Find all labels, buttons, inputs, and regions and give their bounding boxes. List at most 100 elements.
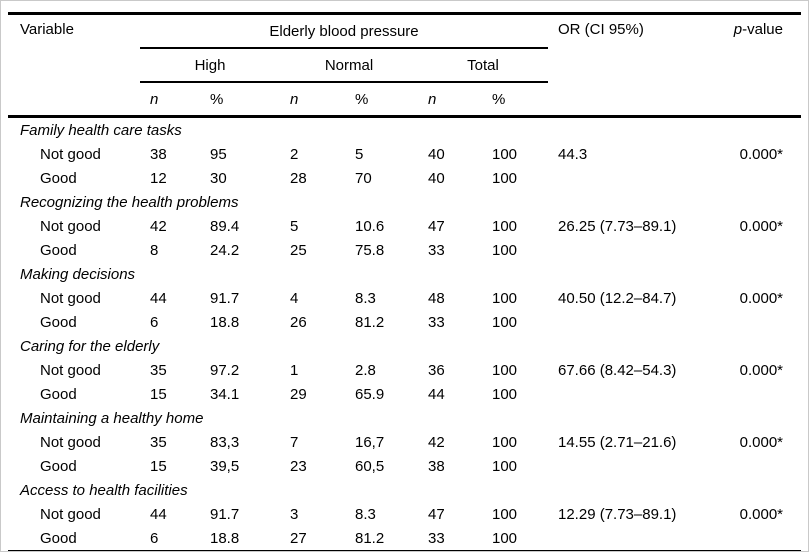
col-header-or-ci: OR (CI 95%) [548,13,715,118]
cell-normal-pct: 8.3 [355,505,376,523]
col-header-high-pct: % [200,82,280,118]
col-header-high: High [140,48,280,83]
cell-total-n: 47 [428,505,445,523]
cell-normal-n: 2 [290,145,299,163]
cell-or-ci: 67.66 (8.42–54.3) [558,361,677,379]
row-label: Good [40,169,77,187]
cell-p-value: 0.000* [739,289,783,307]
col-header-total-pct: % [482,82,548,118]
cell-normal-pct: 8.3 [355,289,376,307]
table-row: Not good 44 91.7 3 8.3 47 100 12.29 (7.7… [8,502,801,526]
row-label: Good [40,385,77,403]
p-value-rest-part: -value [742,21,783,38]
cell-total-n: 38 [428,457,445,475]
cell-high-n: 42 [150,217,167,235]
col-header-variable: Variable [8,13,140,118]
cell-normal-pct: 16,7 [355,433,385,451]
cell-or-ci [548,382,715,406]
cell-p-value [715,310,801,334]
cell-high-n: 44 [150,289,167,307]
cell-total-n: 47 [428,217,445,235]
cell-p-value [715,382,801,406]
col-header-normal-n: n [280,82,345,118]
cell-high-n: 12 [150,169,167,187]
cell-or-ci [548,310,715,334]
row-label: Good [40,457,77,475]
cell-high-n: 35 [150,433,167,451]
cell-high-pct: 97.2 [210,361,240,379]
cell-high-n: 15 [150,385,167,403]
cell-normal-pct: 2.8 [355,361,376,379]
cell-high-pct: 83,3 [210,433,240,451]
row-label: Not good [40,361,101,379]
cell-total-pct: 100 [492,169,518,187]
cell-normal-n: 28 [290,169,307,187]
table-row: Good 15 39,5 23 60,5 38 100 [8,454,801,478]
cell-normal-pct: 60,5 [355,457,385,475]
row-label: Good [40,529,77,547]
cell-normal-n: 5 [290,217,299,235]
cell-normal-pct: 65.9 [355,385,385,403]
table-row: Not good 44 91.7 4 8.3 48 100 40.50 (12.… [8,286,801,310]
section-title-row: Caring for the elderly [8,334,801,358]
cell-normal-n: 7 [290,433,299,451]
row-label: Not good [40,217,101,235]
section-title-row: Making decisions [8,262,801,286]
cell-or-ci: 14.55 (2.71–21.6) [558,433,677,451]
cell-high-n: 6 [150,313,159,331]
cell-total-n: 44 [428,385,445,403]
cell-p-value: 0.000* [739,217,783,235]
cell-high-pct: 30 [210,169,227,187]
cell-total-pct: 100 [492,361,518,379]
cell-normal-pct: 75.8 [355,241,385,259]
section-title: Access to health facilities [20,481,188,499]
cell-total-n: 33 [428,529,445,547]
cell-total-pct: 100 [492,505,518,523]
cell-total-n: 48 [428,289,445,307]
cell-total-n: 42 [428,433,445,451]
table-row: Not good 42 89.4 5 10.6 47 100 26.25 (7.… [8,214,801,238]
col-header-normal-pct: % [345,82,418,118]
section-title: Making decisions [20,265,136,283]
col-header-total: Total [418,48,548,83]
cell-normal-n: 4 [290,289,299,307]
cell-high-pct: 39,5 [210,457,240,475]
cell-total-pct: 100 [492,145,518,163]
cell-high-pct: 18.8 [210,529,240,547]
col-header-total-n: n [418,82,482,118]
cell-total-pct: 100 [492,217,518,235]
cell-total-pct: 100 [492,313,518,331]
cell-p-value [715,166,801,190]
cell-or-ci: 26.25 (7.73–89.1) [558,217,677,235]
row-label: Good [40,313,77,331]
cell-high-n: 6 [150,529,159,547]
section-title-row: Recognizing the health problems [8,190,801,214]
section-title-row: Access to health facilities [8,478,801,502]
cell-or-ci: 44.3 [558,145,588,163]
section-title: Caring for the elderly [20,337,160,355]
col-header-p-value: p-value [715,13,801,118]
cell-high-pct: 95 [210,145,227,163]
cell-total-pct: 100 [492,385,518,403]
row-label: Not good [40,145,101,163]
cell-normal-n: 26 [290,313,307,331]
cell-total-pct: 100 [492,457,518,475]
cell-total-pct: 100 [492,241,518,259]
cell-normal-pct: 5 [355,145,364,163]
table-row: Good 12 30 28 70 40 100 [8,166,801,190]
cell-normal-pct: 81.2 [355,529,385,547]
cell-or-ci [548,238,715,262]
cell-total-n: 36 [428,361,445,379]
header-row-2: High Normal Total [8,48,801,83]
table-row: Good 15 34.1 29 65.9 44 100 [8,382,801,406]
header-row-3: n % n % n % [8,82,801,118]
cell-or-ci: 40.50 (12.2–84.7) [558,289,677,307]
table-row: Good 8 24.2 25 75.8 33 100 [8,238,801,262]
cell-or-ci: 12.29 (7.73–89.1) [558,505,677,523]
cell-high-pct: 89.4 [210,217,240,235]
cell-normal-n: 29 [290,385,307,403]
table-row: Not good 38 95 2 5 40 100 44.3 0.000* [8,142,801,166]
cell-p-value [715,238,801,262]
table-header: Variable Elderly blood pressure OR (CI 9… [8,13,801,118]
